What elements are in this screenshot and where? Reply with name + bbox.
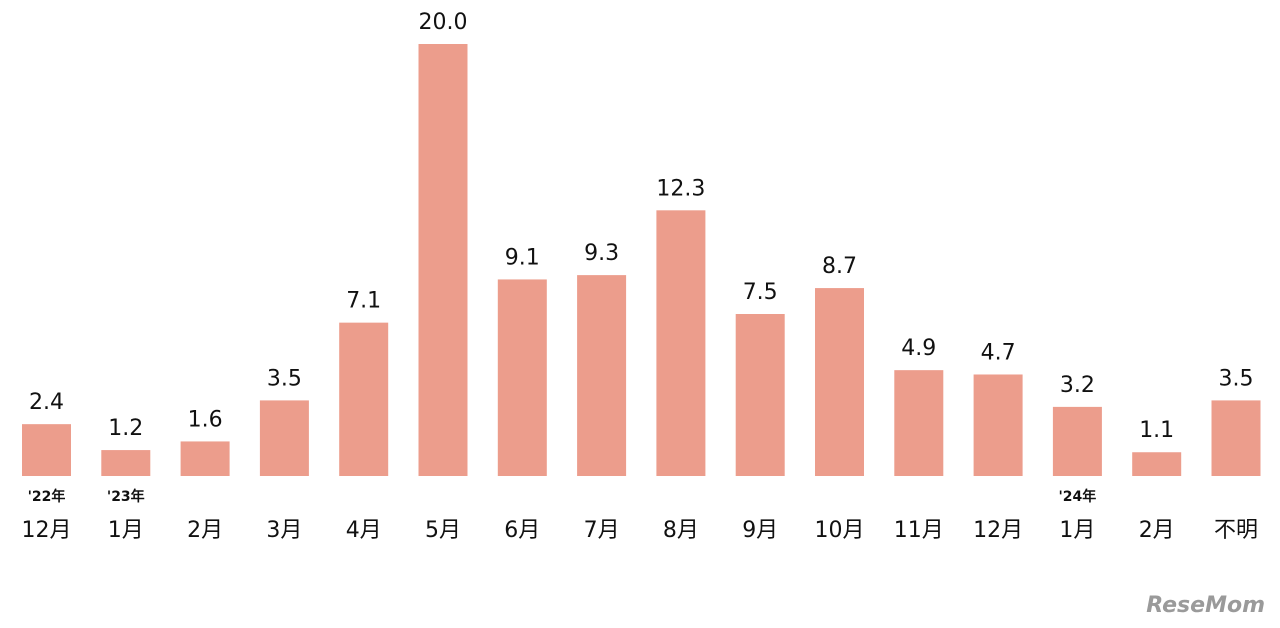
x-tick-label: 3月 bbox=[266, 518, 302, 543]
watermark: ReseMom bbox=[1146, 593, 1265, 618]
value-label: 3.5 bbox=[1219, 366, 1254, 391]
x-tick-label: 10月 bbox=[815, 518, 865, 543]
bar bbox=[1132, 452, 1182, 476]
bar bbox=[577, 275, 627, 476]
bar bbox=[22, 424, 71, 476]
value-label: 4.7 bbox=[981, 340, 1016, 365]
bar bbox=[180, 441, 230, 476]
x-tick-label: 1月 bbox=[108, 518, 144, 543]
category-note: '24年 bbox=[1059, 488, 1097, 505]
bar bbox=[735, 314, 785, 476]
value-label: 7.1 bbox=[346, 289, 381, 314]
bar bbox=[815, 288, 864, 476]
value-label: 8.7 bbox=[822, 254, 857, 279]
value-label: 7.5 bbox=[743, 280, 778, 305]
bar bbox=[497, 279, 547, 476]
bar bbox=[339, 322, 389, 476]
bar bbox=[259, 400, 309, 476]
value-label: 1.1 bbox=[1139, 418, 1174, 443]
value-label: 2.4 bbox=[29, 390, 64, 415]
value-label: 1.2 bbox=[108, 416, 143, 441]
value-label: 9.3 bbox=[584, 241, 619, 266]
category-note: '23年 bbox=[107, 488, 145, 505]
x-tick-label: 9月 bbox=[742, 518, 778, 543]
x-tick-label: 7月 bbox=[584, 518, 620, 543]
value-label: 12.3 bbox=[656, 176, 705, 201]
x-tick-label: 2月 bbox=[187, 518, 223, 543]
category-note: '22年 bbox=[28, 488, 66, 505]
x-tick-label: 12月 bbox=[973, 518, 1023, 543]
x-tick-label: 2月 bbox=[1139, 518, 1175, 543]
value-label: 9.1 bbox=[505, 245, 540, 270]
bar bbox=[418, 44, 468, 476]
x-tick-label: 12月 bbox=[22, 518, 72, 543]
x-tick-label: 1月 bbox=[1059, 518, 1095, 543]
bar bbox=[656, 210, 706, 476]
x-tick-label: 11月 bbox=[894, 518, 944, 543]
value-label: 4.9 bbox=[901, 336, 936, 361]
x-tick-label: 不明 bbox=[1214, 518, 1258, 543]
x-tick-label: 8月 bbox=[663, 518, 699, 543]
bar bbox=[1052, 406, 1102, 476]
value-label: 1.6 bbox=[188, 407, 223, 432]
x-tick-label: 6月 bbox=[504, 518, 540, 543]
value-label: 3.2 bbox=[1060, 373, 1095, 398]
value-label: 3.5 bbox=[267, 366, 302, 391]
bar bbox=[101, 450, 151, 476]
bar bbox=[1211, 400, 1261, 476]
value-label: 20.0 bbox=[419, 10, 468, 35]
x-tick-label: 5月 bbox=[425, 518, 461, 543]
bar bbox=[894, 370, 944, 476]
bar bbox=[973, 374, 1023, 476]
x-tick-label: 4月 bbox=[346, 518, 382, 543]
